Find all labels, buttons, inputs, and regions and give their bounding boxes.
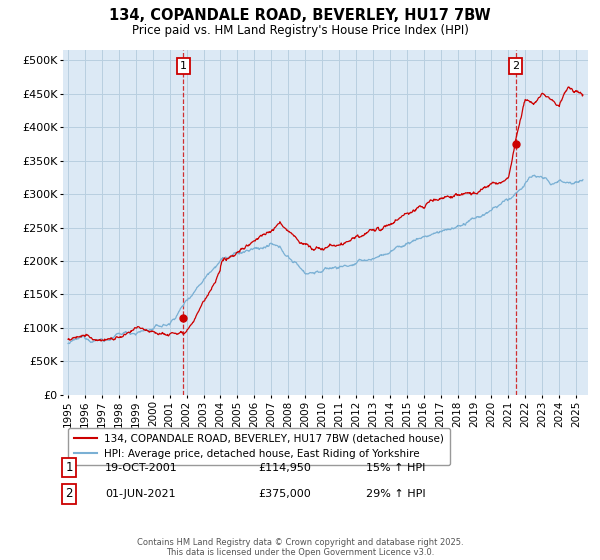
Text: £375,000: £375,000 (258, 489, 311, 499)
Text: 15% ↑ HPI: 15% ↑ HPI (366, 463, 425, 473)
Text: 2: 2 (65, 487, 73, 501)
Text: 1: 1 (180, 61, 187, 71)
Text: 134, COPANDALE ROAD, BEVERLEY, HU17 7BW: 134, COPANDALE ROAD, BEVERLEY, HU17 7BW (109, 8, 491, 24)
Text: £114,950: £114,950 (258, 463, 311, 473)
Text: 1: 1 (65, 461, 73, 474)
Text: 2: 2 (512, 61, 519, 71)
Text: 19-OCT-2001: 19-OCT-2001 (105, 463, 178, 473)
Text: Price paid vs. HM Land Registry's House Price Index (HPI): Price paid vs. HM Land Registry's House … (131, 24, 469, 36)
Text: Contains HM Land Registry data © Crown copyright and database right 2025.
This d: Contains HM Land Registry data © Crown c… (137, 538, 463, 557)
Text: 29% ↑ HPI: 29% ↑ HPI (366, 489, 425, 499)
Text: 01-JUN-2021: 01-JUN-2021 (105, 489, 176, 499)
Legend: 134, COPANDALE ROAD, BEVERLEY, HU17 7BW (detached house), HPI: Average price, de: 134, COPANDALE ROAD, BEVERLEY, HU17 7BW … (68, 428, 450, 465)
